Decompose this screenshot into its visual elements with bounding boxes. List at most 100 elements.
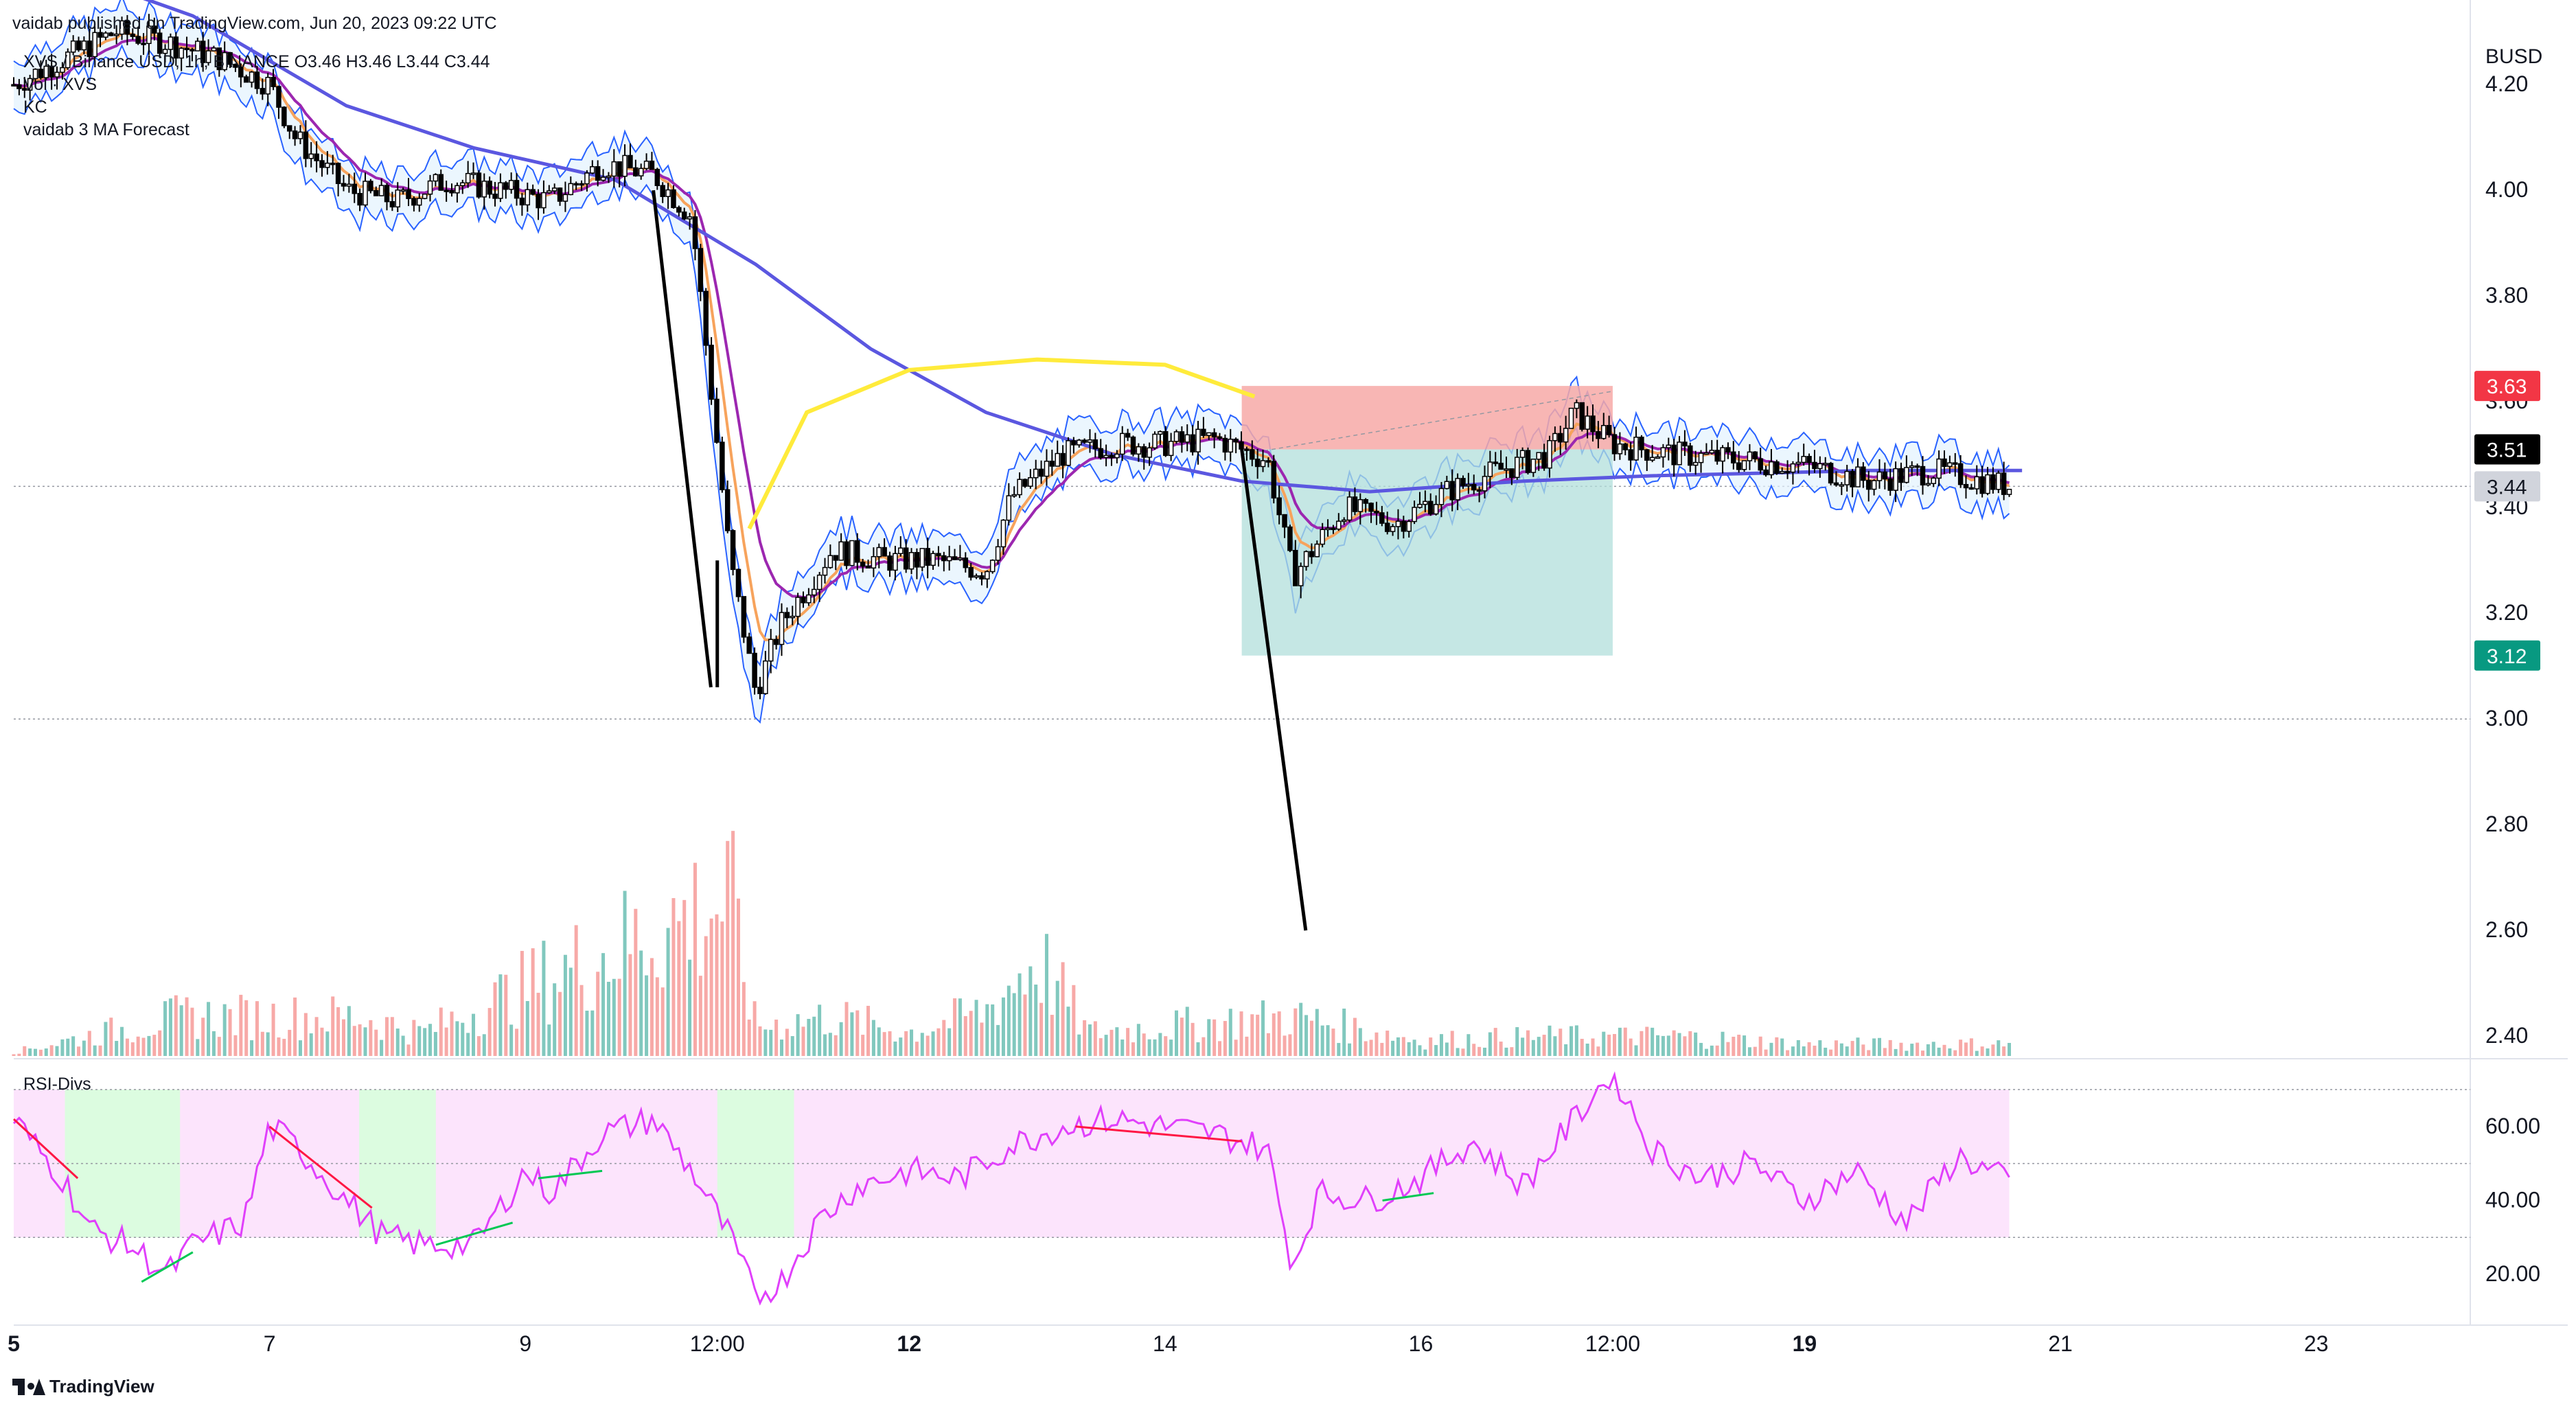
- volume-bar: [671, 898, 676, 1056]
- volume-bar: [1293, 1008, 1298, 1056]
- volume-bar: [920, 1033, 924, 1056]
- volume-bar: [49, 1045, 54, 1056]
- candle-body: [530, 189, 536, 195]
- volume-bar: [190, 1007, 194, 1056]
- time-tick-label: 16: [1409, 1331, 1434, 1356]
- volume-bar: [1429, 1037, 1433, 1056]
- volume-bar: [472, 1013, 476, 1056]
- kc-indicator-label[interactable]: KC: [23, 97, 47, 117]
- candle-body: [195, 41, 200, 51]
- candle-body: [470, 172, 476, 175]
- volume-bar: [1234, 1039, 1238, 1056]
- candle-body: [833, 555, 839, 561]
- volume-bar: [1023, 994, 1027, 1056]
- candle-body: [1114, 453, 1120, 459]
- volume-indicator-label[interactable]: Vol · XVS: [23, 75, 97, 94]
- volume-bar: [1743, 1035, 1747, 1056]
- kc-lower-band: [13, 44, 2010, 724]
- volume-bar: [1147, 1039, 1151, 1056]
- candle-body: [1298, 566, 1304, 586]
- candle-body: [455, 185, 460, 194]
- candle-body: [1444, 481, 1450, 490]
- volume-bar: [790, 1036, 794, 1056]
- candle-body: [974, 575, 979, 578]
- candle-body: [1504, 468, 1509, 471]
- candle-body: [1682, 441, 1688, 447]
- ma-forecast-indicator-label[interactable]: vaidab 3 MA Forecast: [23, 120, 189, 139]
- volume-bar: [120, 1026, 124, 1056]
- volume-bar: [1526, 1030, 1530, 1056]
- candle-body: [1233, 438, 1239, 443]
- moving-averages: [13, 0, 2023, 643]
- volume-bar: [763, 1029, 768, 1056]
- volume-bar: [596, 972, 600, 1056]
- currency-label: BUSD: [2485, 45, 2543, 68]
- bullish-divergence-line: [1382, 1192, 1434, 1202]
- candle-body: [1904, 467, 1909, 483]
- candle-body: [449, 189, 455, 194]
- candle-body: [76, 40, 82, 51]
- volume-bar: [455, 1021, 459, 1056]
- candle-body: [1022, 479, 1028, 487]
- volume-bar: [606, 981, 610, 1056]
- volume-bar: [682, 899, 687, 1056]
- price-tick-label: 3.20: [2485, 600, 2528, 625]
- volume-bar: [433, 1032, 437, 1056]
- candle-body: [1254, 459, 1261, 468]
- price-badge: [2474, 640, 2540, 671]
- volume-bar: [1272, 1013, 1276, 1056]
- candle-body: [395, 189, 401, 208]
- volume-bar: [130, 1042, 135, 1056]
- volume-bar: [1899, 1042, 1903, 1056]
- candle-body: [1265, 460, 1272, 463]
- candle-body: [643, 161, 649, 170]
- volume-bar: [115, 1041, 119, 1056]
- candle-body: [243, 76, 249, 83]
- volume-bar: [1126, 1028, 1130, 1056]
- candle-body: [735, 568, 741, 597]
- volume-bar: [217, 1037, 221, 1056]
- candle-body: [1861, 466, 1866, 481]
- volume-bar: [163, 1001, 168, 1056]
- candle-body: [1720, 447, 1725, 462]
- price-badge-label: 3.51: [2487, 439, 2527, 462]
- candle-body: [70, 40, 76, 53]
- price-badge: [2474, 471, 2540, 502]
- candle-body: [1990, 474, 1996, 490]
- volume-bar: [974, 1000, 978, 1056]
- candle-body: [1449, 481, 1455, 501]
- candle-body: [1033, 468, 1039, 479]
- volume-bar: [801, 1026, 805, 1056]
- bearish-divergence-line: [1075, 1125, 1242, 1142]
- candle-body: [11, 84, 16, 87]
- volume-bar: [1223, 1021, 1227, 1056]
- price-badge-label: 3.44: [2487, 476, 2527, 498]
- volume-bar: [125, 1038, 129, 1056]
- volume-bar: [666, 928, 670, 1056]
- candle-body: [1498, 462, 1504, 470]
- volume-bar: [380, 1039, 384, 1056]
- volume-bar: [55, 1046, 59, 1056]
- candle-body: [1514, 457, 1520, 479]
- candle-body: [1368, 503, 1374, 512]
- candle-body: [1547, 440, 1552, 469]
- volume-bar: [1218, 1041, 1222, 1056]
- take-profit-zone: [1241, 449, 1613, 656]
- tradingview-logo[interactable]: TradingView: [12, 1376, 154, 1397]
- symbol-line[interactable]: XVS / Binance USD, 1h, BINANCE O3.46 H3.…: [23, 52, 490, 71]
- candle-body: [741, 596, 747, 638]
- candle-body: [687, 216, 693, 220]
- volume-bar: [87, 1031, 91, 1056]
- volume-bar: [915, 1042, 919, 1056]
- volume-bar: [1401, 1037, 1405, 1056]
- volume-bar: [1066, 1007, 1070, 1056]
- volume-bar: [266, 1032, 270, 1056]
- rsi-indicator-label[interactable]: RSI-Divs: [23, 1075, 91, 1094]
- candle-body: [87, 41, 93, 58]
- volume-bar: [1953, 1050, 1957, 1056]
- candle-body: [1363, 498, 1368, 504]
- candle-body: [113, 33, 119, 36]
- candle-body: [54, 71, 60, 78]
- volume-bar: [1753, 1046, 1757, 1056]
